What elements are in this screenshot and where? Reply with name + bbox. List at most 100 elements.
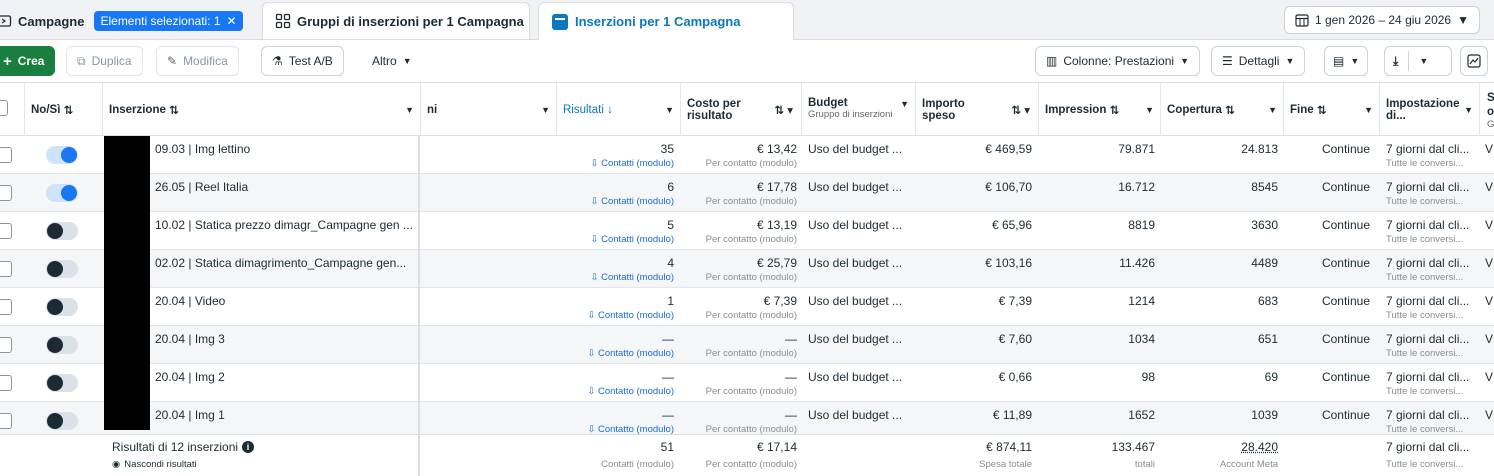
col-onoff-label: No/Sì: [31, 103, 61, 116]
col-copertura[interactable]: Copertura ⇅ ▼: [1160, 83, 1283, 136]
caret-down-icon[interactable]: ▼: [405, 104, 414, 115]
on-off-toggle[interactable]: [46, 222, 78, 240]
footer-reach[interactable]: 28.420: [1241, 440, 1278, 454]
col-fine[interactable]: Fine ⇅ ▼: [1283, 83, 1379, 136]
on-off-toggle[interactable]: [46, 298, 78, 316]
duplicate-button[interactable]: ⧉ Duplica: [66, 46, 143, 76]
date-range-button[interactable]: 1 gen 2026 – 24 giu 2026 ▼: [1283, 6, 1480, 34]
reach-value: 8545: [1251, 180, 1278, 194]
table-row[interactable]: 10.02 | Statica prezzo dimagr_Campagne g…: [0, 212, 1494, 250]
ad-name[interactable]: 20.04 | Img 3: [155, 332, 225, 346]
columns-label: Colonne: Prestazioni: [1063, 54, 1175, 68]
results-type[interactable]: ⇩ Contatti (modulo): [591, 196, 674, 207]
results-value: —: [662, 370, 674, 384]
on-off-toggle[interactable]: [46, 146, 78, 164]
col-inserzione[interactable]: Inserzione ⇅ ▼: [102, 83, 420, 136]
results-type[interactable]: ⇩ Contatti (modulo): [591, 272, 674, 283]
ab-test-button[interactable]: ⚗ Test A/B: [261, 46, 344, 76]
row-checkbox[interactable]: [0, 299, 12, 315]
caret-down-icon[interactable]: ▼: [541, 104, 550, 115]
form-icon: ⇩: [587, 424, 596, 435]
caret-down-icon[interactable]: ▼: [1145, 104, 1154, 115]
col-onoff[interactable]: No/Sì ⇅: [24, 83, 102, 136]
table-row[interactable]: 02.02 | Statica dimagrimento_Campagne ge…: [0, 250, 1494, 288]
more-button[interactable]: Altro ▼: [362, 46, 422, 76]
results-type-label: Contatto (modulo): [597, 424, 674, 435]
col-impression[interactable]: Impression ⇅ ▼: [1038, 83, 1160, 136]
tab-inserzioni[interactable]: Inserzioni per 1 Campagna: [538, 2, 794, 40]
col-budget[interactable]: Budget Gruppo di inserzioni ▼: [801, 83, 915, 136]
col-importo[interactable]: Importo speso ⇅ ▾: [915, 83, 1038, 136]
table-row[interactable]: 20.04 | Img 2 — ⇩ Contatto (modulo) — Per co…: [0, 364, 1494, 402]
table-row[interactable]: 20.04 | Img 3 — ⇩ Contatto (modulo) — Per co…: [0, 326, 1494, 364]
row-checkbox[interactable]: [0, 261, 12, 277]
caret-down-icon[interactable]: ▼: [900, 99, 909, 109]
col-copertura-label: Copertura: [1167, 103, 1222, 116]
results-type[interactable]: ⇩ Contatti (modulo): [591, 234, 674, 245]
create-button[interactable]: + Crea: [0, 46, 56, 76]
row-checkbox[interactable]: [0, 337, 12, 353]
export-button[interactable]: ⤓ ▼: [1384, 46, 1452, 76]
col-impostazione[interactable]: Impostazione di... ▼: [1379, 83, 1479, 136]
tab-campagne[interactable]: Campagne Elementi selezionati: 1 ✕: [0, 3, 243, 39]
ad-name[interactable]: 09.03 | Img lettino: [155, 142, 251, 156]
table-row[interactable]: 20.04 | Video 1 ⇩ Contatto (modulo) € 7,39 P…: [0, 288, 1494, 326]
row-checkbox[interactable]: [0, 147, 12, 163]
row-checkbox[interactable]: [0, 185, 12, 201]
chart-button[interactable]: [1460, 46, 1488, 76]
ad-name[interactable]: 20.04 | Img 1: [155, 408, 225, 422]
attribution-value: 7 giorni dal cli...: [1386, 218, 1470, 232]
edit-button[interactable]: ✎ Modifica: [156, 46, 239, 76]
results-type[interactable]: ⇩ Contatti (modulo): [591, 158, 674, 169]
tab-gruppi[interactable]: Gruppi di inserzioni per 1 Campagna: [262, 2, 530, 39]
ad-name[interactable]: 26.05 | Reel Italia: [155, 180, 249, 194]
tab-campagne-label: Campagne: [18, 13, 85, 29]
ad-name[interactable]: 02.02 | Statica dimagrimento_Campagne ge…: [155, 256, 407, 270]
results-type-label: Contatti (modulo): [601, 158, 674, 169]
on-off-toggle[interactable]: [46, 260, 78, 278]
info-icon[interactable]: i: [242, 441, 255, 453]
select-all-checkbox-cell[interactable]: [0, 83, 24, 136]
on-off-toggle[interactable]: [46, 336, 78, 354]
row-checkbox[interactable]: [0, 375, 12, 391]
on-off-toggle[interactable]: [46, 374, 78, 392]
duplicate-label: Duplica: [91, 54, 132, 68]
caret-down-icon[interactable]: ▼: [665, 104, 674, 115]
on-off-toggle[interactable]: [46, 412, 78, 430]
columns-button[interactable]: ▥ Colonne: Prestazioni ▼: [1035, 46, 1200, 76]
table-row[interactable]: 26.05 | Reel Italia 6 ⇩ Contatti (modulo) €…: [0, 174, 1494, 212]
select-all-checkbox[interactable]: [0, 100, 8, 116]
on-off-toggle[interactable]: [46, 184, 78, 202]
caret-down-icon[interactable]: ▼: [1268, 104, 1277, 115]
close-icon[interactable]: ✕: [226, 14, 237, 28]
selected-badge-label: Elementi selezionati: 1: [100, 14, 221, 28]
end-value: Continue: [1321, 218, 1370, 232]
end-value: Continue: [1321, 256, 1370, 270]
results-type[interactable]: ⇩ Contatto (modulo): [587, 310, 674, 321]
breakdown-button[interactable]: ☰ Dettagli ▼: [1211, 46, 1306, 76]
caret-down-icon[interactable]: ▼: [1464, 104, 1473, 115]
results-type[interactable]: ⇩ Contatto (modulo): [587, 424, 674, 435]
col-hidden[interactable]: ni ▼: [420, 83, 556, 136]
ad-name[interactable]: 20.04 | Video: [155, 294, 226, 308]
col-risultati[interactable]: Risultati ↓ ▼: [556, 83, 680, 136]
col-costo[interactable]: Costo per risultato ⇅ ▾: [680, 83, 801, 136]
reports-button[interactable]: ▤ ▼: [1324, 46, 1369, 76]
results-value: —: [662, 408, 674, 422]
attribution-sub: Tutte le conversi...: [1386, 310, 1464, 321]
selected-badge[interactable]: Elementi selezionati: 1 ✕: [94, 11, 243, 31]
ad-name[interactable]: 10.02 | Statica prezzo dimagr_Campagne g…: [155, 218, 413, 232]
results-value: 6: [667, 180, 674, 194]
results-type[interactable]: ⇩ Contatto (modulo): [587, 386, 674, 397]
eye-off-icon: ◉: [112, 459, 121, 470]
results-type-label: Contatto (modulo): [597, 348, 674, 359]
results-type[interactable]: ⇩ Contatto (modulo): [587, 348, 674, 359]
spent-value: € 65,96: [991, 218, 1032, 232]
ad-name[interactable]: 20.04 | Img 2: [155, 370, 225, 384]
hide-results-link[interactable]: ◉ Nascondi risultati: [112, 459, 197, 470]
row-checkbox[interactable]: [0, 223, 12, 239]
caret-down-icon[interactable]: ▼: [1364, 104, 1373, 115]
row-checkbox[interactable]: [0, 413, 12, 429]
table-row[interactable]: 09.03 | Img lettino 35 ⇩ Contatti (modulo)…: [0, 136, 1494, 174]
col-last[interactable]: S o G: [1479, 83, 1494, 136]
